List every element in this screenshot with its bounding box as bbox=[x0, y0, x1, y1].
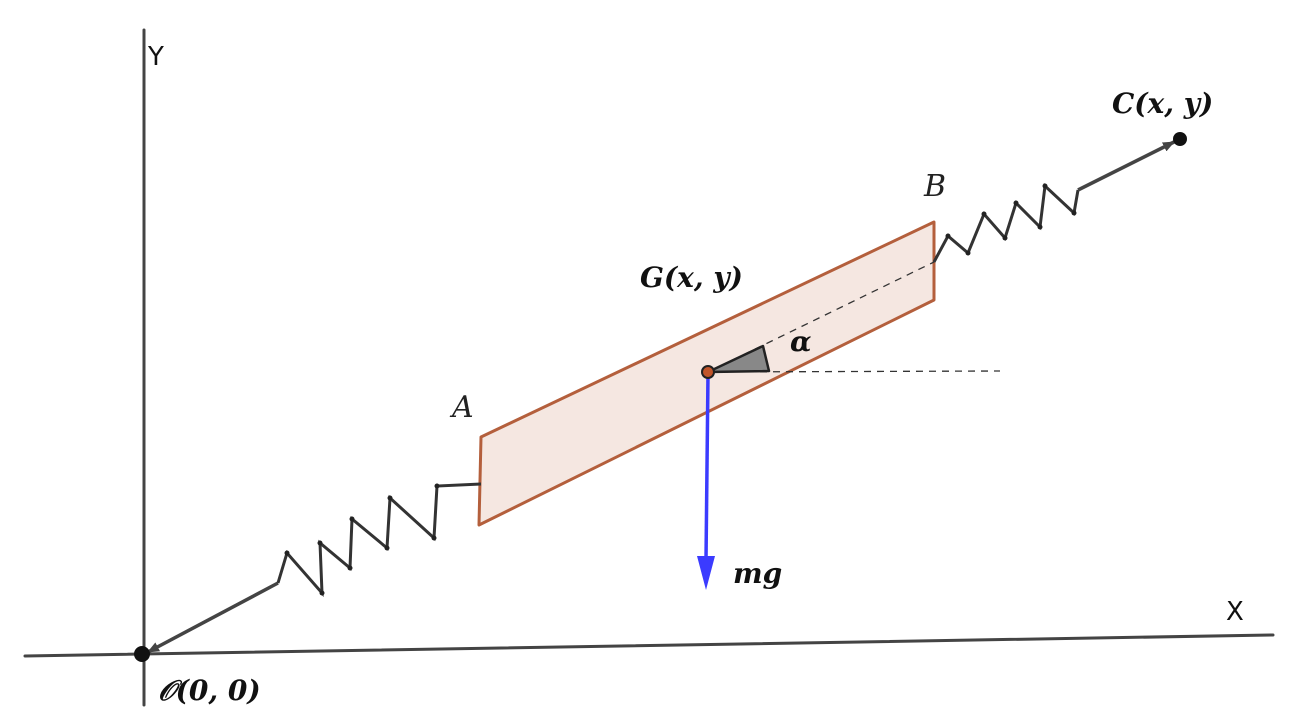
horizontal-reference-line bbox=[707, 370, 1001, 373]
center-of-mass-point bbox=[701, 365, 715, 379]
lower-spring-arrow bbox=[147, 581, 279, 654]
anchor-point-c bbox=[1173, 132, 1187, 146]
lower-spring bbox=[276, 482, 482, 598]
gravity-vector-head bbox=[697, 556, 715, 590]
center-of-mass-label: G(x, y) bbox=[640, 261, 743, 294]
x-axis-label: X bbox=[1226, 597, 1244, 627]
upper-spring-joints bbox=[945, 183, 1077, 256]
origin-label: 𝒪(0, 0) bbox=[158, 674, 261, 707]
origin-point bbox=[134, 646, 150, 662]
lower-spring-joints bbox=[284, 483, 440, 596]
weight-label: mg bbox=[733, 557, 782, 590]
angle-alpha-label: α bbox=[790, 325, 812, 358]
upper-spring bbox=[932, 182, 1080, 263]
end-a-label: A bbox=[449, 390, 474, 425]
x-axis bbox=[23, 633, 1275, 658]
end-b-label: B bbox=[923, 169, 946, 204]
y-axis-label: Y bbox=[147, 42, 164, 72]
anchor-c-label: C(x, y) bbox=[1112, 87, 1213, 120]
angle-alpha-wedge bbox=[706, 344, 771, 374]
upper-spring-arrow bbox=[1077, 140, 1175, 192]
gravity-vector-shaft bbox=[704, 373, 710, 561]
